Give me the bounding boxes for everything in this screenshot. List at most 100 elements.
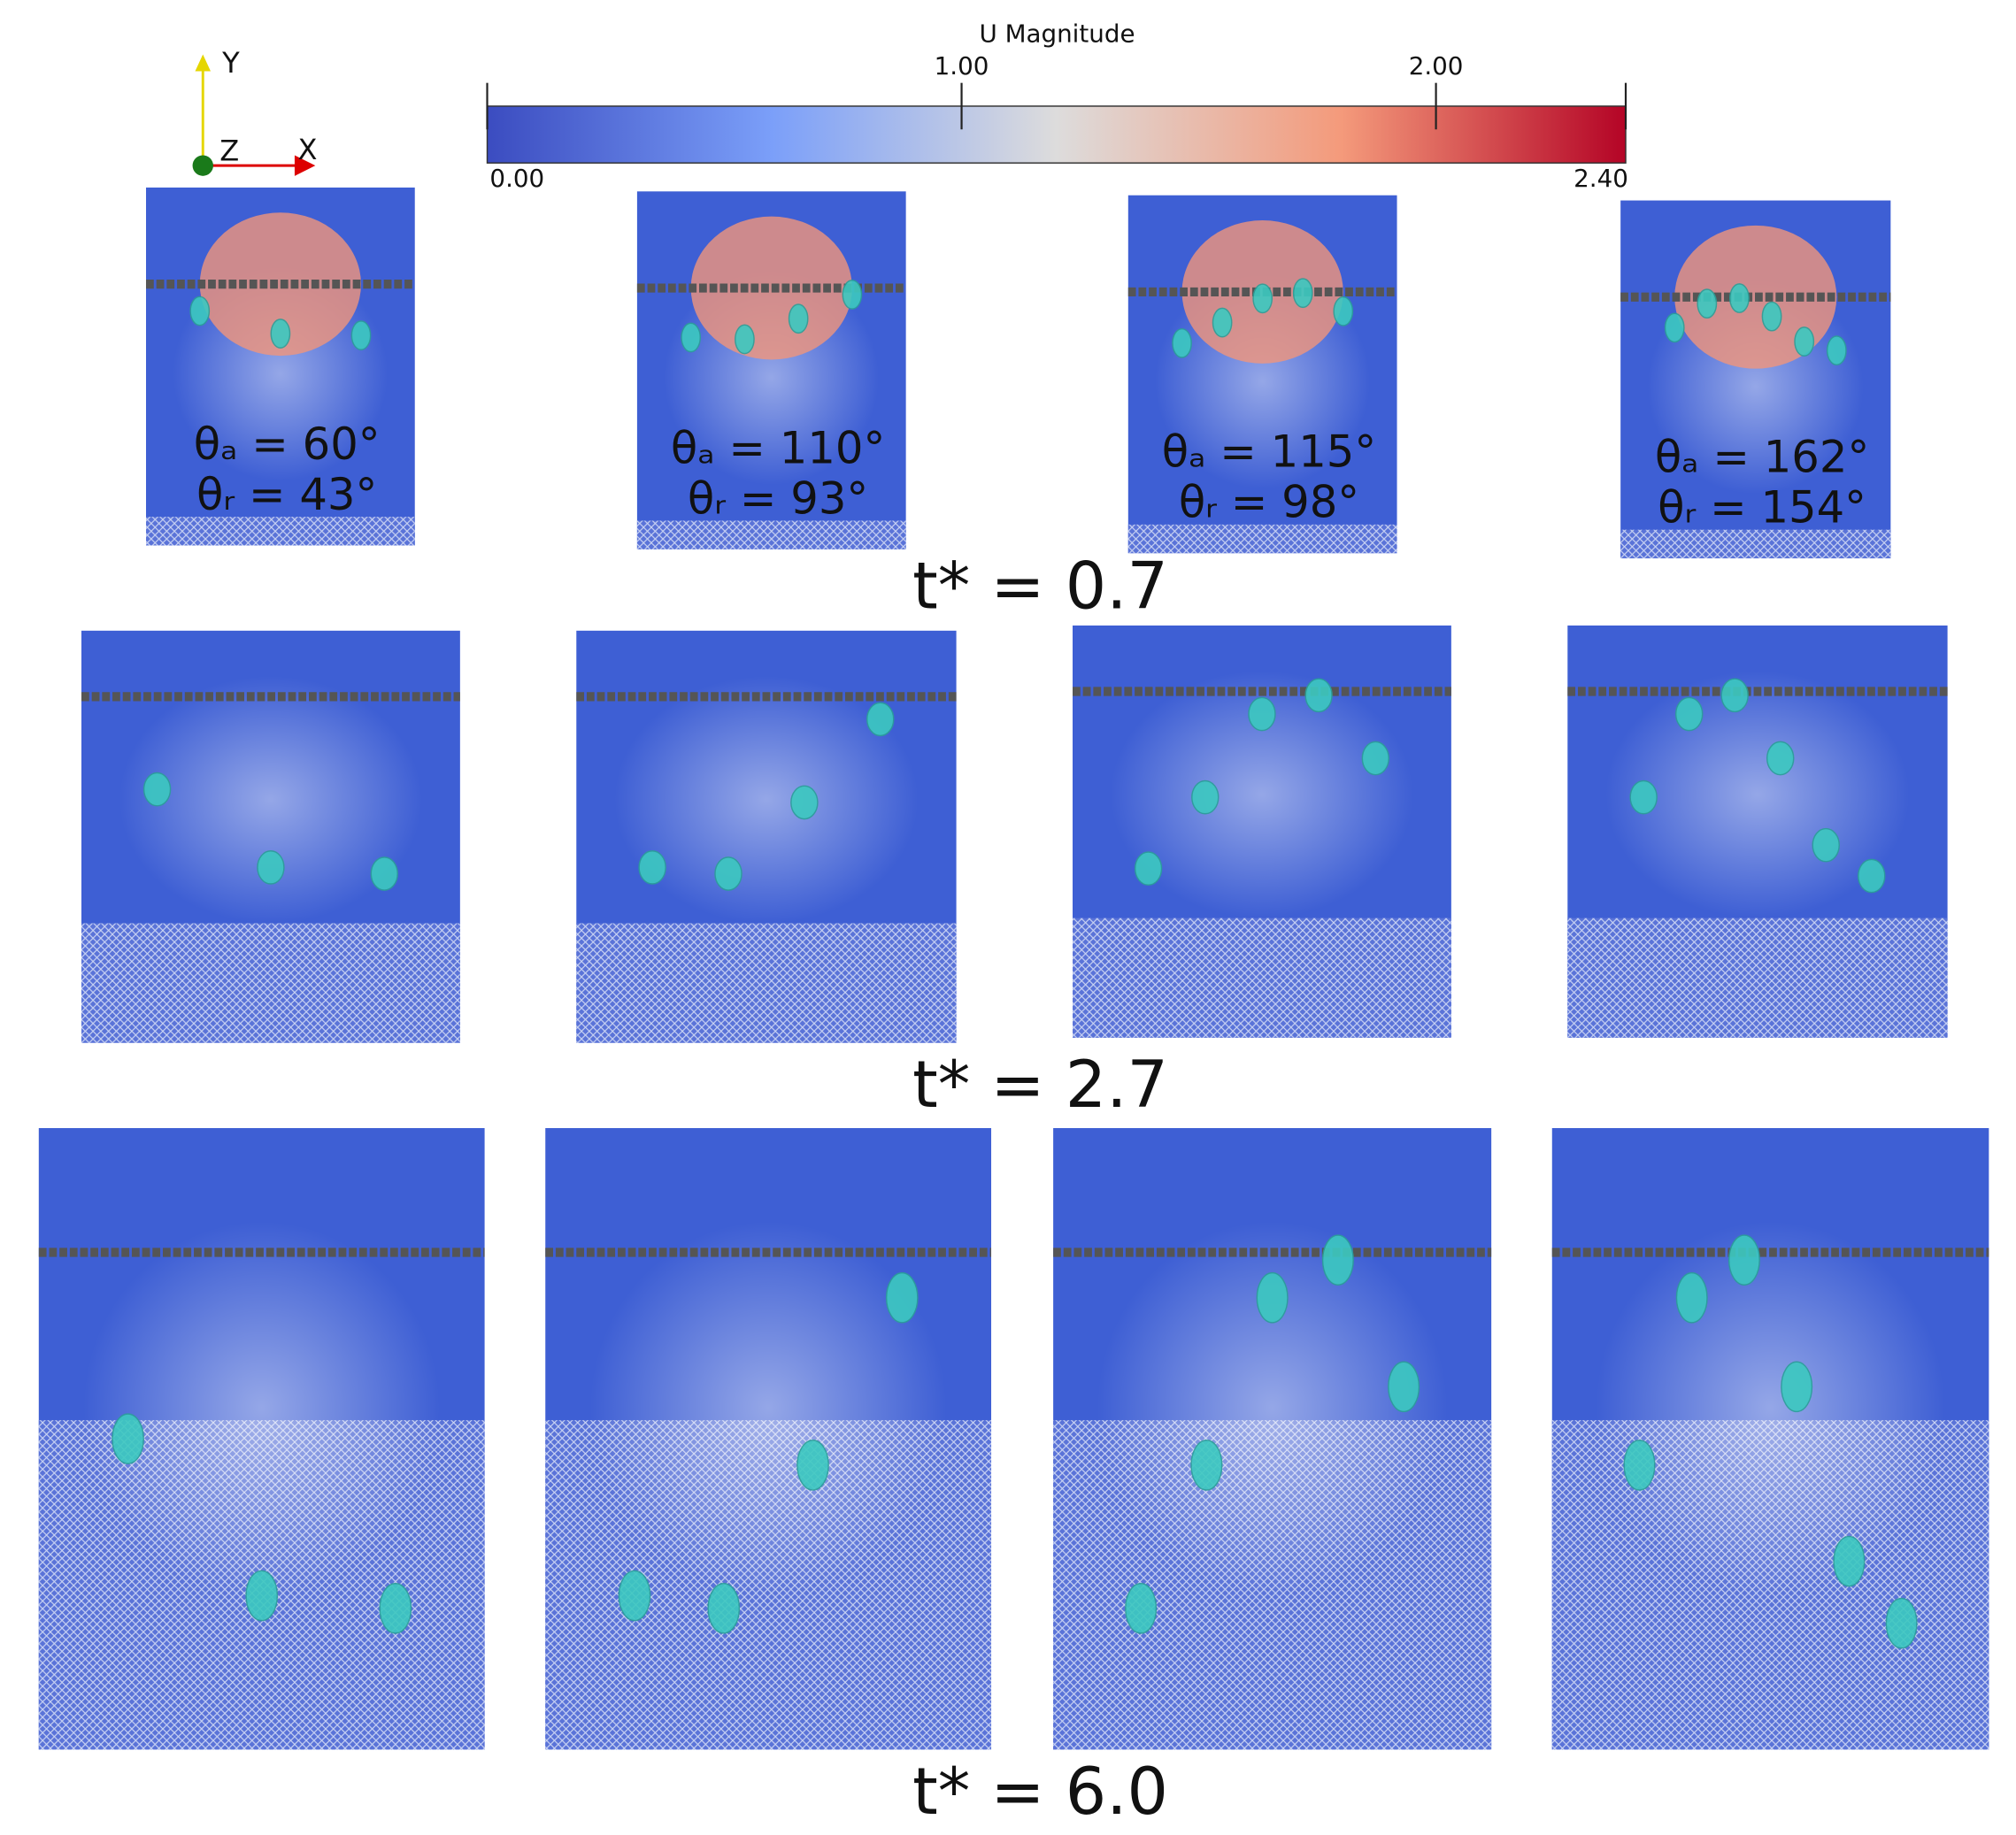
simulation-panel — [81, 630, 460, 1043]
droplet — [1833, 1535, 1866, 1587]
droplet — [735, 324, 755, 355]
droplet — [1190, 1440, 1223, 1491]
droplet — [1629, 779, 1658, 815]
simulation-panel — [1073, 625, 1451, 1038]
droplet — [714, 856, 743, 891]
droplet — [866, 702, 895, 737]
droplet — [885, 1271, 919, 1324]
receding-angle: θᵣ = 98° — [1179, 477, 1359, 528]
droplet — [245, 1570, 279, 1622]
droplet — [1361, 741, 1390, 776]
advancing-angle: θₐ = 60° — [194, 418, 381, 470]
simulation-panel — [1567, 625, 1948, 1038]
droplet — [1333, 296, 1354, 326]
droplet — [1172, 327, 1192, 358]
droplet — [1826, 335, 1847, 366]
jet-front — [690, 216, 852, 360]
droplet — [1720, 678, 1749, 713]
simulation-panel: θₐ = 60°θᵣ = 43° — [146, 187, 415, 546]
colorbar-tick-label: 2.00 — [1409, 51, 1464, 81]
simulation-panel — [576, 630, 957, 1043]
receding-angle: θᵣ = 154° — [1658, 482, 1866, 534]
droplet — [1292, 278, 1313, 309]
advancing-angle: θₐ = 162° — [1655, 432, 1869, 483]
colorbar-title: U Magnitude — [979, 19, 1135, 49]
axes-triad: Y Z X — [192, 46, 318, 176]
droplet — [189, 296, 211, 326]
colorbar — [486, 105, 1627, 164]
droplet — [790, 785, 819, 820]
droplet — [379, 1582, 412, 1634]
droplet — [788, 303, 809, 334]
droplet — [1191, 779, 1220, 815]
flow-glow — [119, 676, 423, 924]
droplet — [1674, 696, 1704, 732]
droplet — [1812, 827, 1840, 863]
droplet — [1248, 696, 1276, 732]
droplet — [1697, 288, 1718, 319]
droplet — [842, 280, 863, 310]
receding-angle: θᵣ = 93° — [688, 472, 868, 524]
mesh-region — [1073, 918, 1451, 1038]
simulation-panel: θₐ = 162°θᵣ = 154° — [1620, 200, 1891, 559]
flow-glow — [83, 1221, 441, 1594]
mesh-region — [576, 923, 957, 1043]
mesh-region — [1127, 524, 1397, 554]
droplet — [707, 1582, 741, 1634]
mesh-region — [636, 520, 906, 549]
axis-x-label: X — [298, 133, 318, 166]
flow-glow — [1096, 1221, 1448, 1594]
droplet — [1729, 283, 1750, 313]
droplet — [1885, 1597, 1918, 1649]
simulation-panel — [38, 1128, 485, 1750]
droplet — [796, 1440, 829, 1491]
mesh-region — [1620, 529, 1891, 559]
simulation-panel — [1053, 1128, 1492, 1750]
receding-angle: θᵣ = 43° — [196, 469, 377, 520]
droplet — [1664, 312, 1685, 343]
droplet — [638, 849, 666, 885]
simulation-panel: θₐ = 115°θᵣ = 98° — [1127, 195, 1397, 554]
time-label: t* = 0.7 — [912, 549, 1168, 625]
droplet — [270, 319, 291, 349]
droplet — [1857, 858, 1886, 894]
flow-glow — [614, 676, 919, 924]
droplet — [1727, 1234, 1760, 1286]
droplet — [1125, 1582, 1158, 1634]
mesh-region — [146, 517, 415, 546]
time-label: t* = 6.0 — [912, 1754, 1168, 1830]
colorbar-tick-label: 2.40 — [1574, 164, 1628, 193]
droplet — [1675, 1271, 1708, 1324]
flow-glow — [1596, 1221, 1945, 1594]
axis-y-label: Y — [221, 46, 240, 80]
droplet — [112, 1413, 144, 1465]
colorbar-tick-label: 1.00 — [935, 51, 989, 81]
droplet — [1212, 307, 1233, 338]
droplet — [1623, 1440, 1656, 1491]
droplet — [257, 849, 285, 885]
mesh-region — [1567, 918, 1948, 1038]
droplet — [1252, 283, 1273, 314]
time-label: t* = 2.7 — [912, 1048, 1168, 1123]
advancing-angle: θₐ = 115° — [1162, 426, 1376, 478]
droplet — [370, 856, 398, 891]
mesh-region — [81, 923, 460, 1043]
droplet — [1794, 326, 1815, 357]
droplet — [1304, 678, 1333, 713]
droplet — [681, 322, 702, 353]
axis-z-label: Z — [219, 134, 239, 168]
droplet — [350, 320, 372, 350]
simulation-panel: θₐ = 110°θᵣ = 93° — [636, 191, 906, 549]
droplet — [142, 772, 172, 807]
flow-glow — [589, 1221, 947, 1594]
simulation-panel — [545, 1128, 992, 1750]
droplet — [1781, 1361, 1813, 1413]
droplet — [618, 1570, 651, 1622]
flow-glow — [1110, 671, 1414, 918]
droplet — [1388, 1361, 1420, 1413]
droplet — [1321, 1234, 1354, 1286]
simulation-panel — [1551, 1128, 1989, 1750]
colorbar-tick-label: 0.00 — [489, 164, 544, 193]
droplet — [1256, 1271, 1289, 1324]
